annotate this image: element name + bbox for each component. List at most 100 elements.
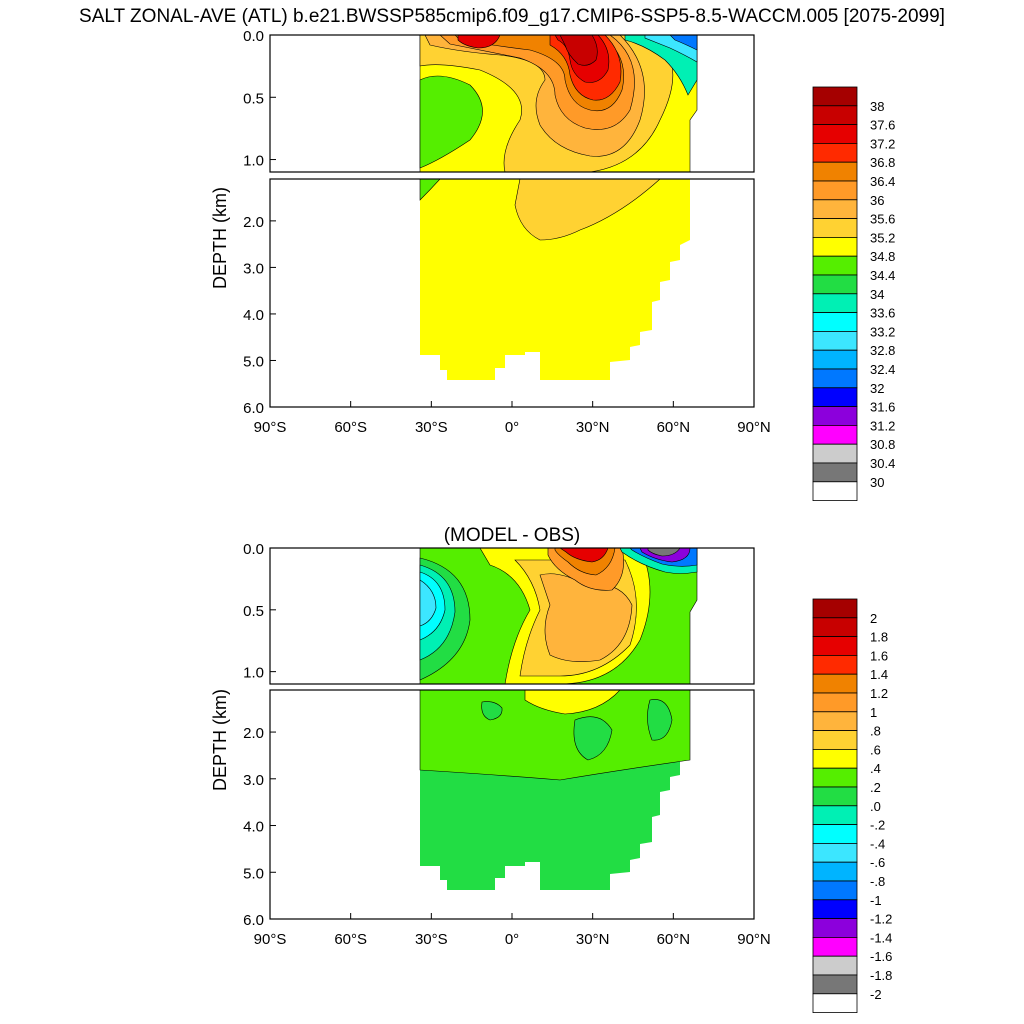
- salt-colorbar: 38 37.6 37.2 36.8 36.4 36 35.6 35.2 34.8 34.4 34 33…: [812, 86, 895, 501]
- x-tick-label: 90°S: [254, 419, 287, 436]
- colorbar-swatch: [812, 481, 858, 501]
- colorbar-label: 35.6: [870, 212, 895, 227]
- diff-upper-frame: [269, 547, 755, 685]
- colorbar-swatch: [812, 236, 858, 257]
- diff-colorbar: 21.81.61.41.21.8.6.4.2.0-.2-.4-.6-.8-1-1…: [812, 598, 892, 1013]
- y-tick-label: 5.0: [243, 865, 264, 882]
- diff-x-ticks: 90°S 60°S 30°S 0° 30°N 60°N 90°N: [254, 913, 771, 948]
- colorbar-swatch: [812, 937, 858, 957]
- diff-lower-field: [419, 690, 691, 890]
- y-tick-label: 4.0: [243, 819, 264, 836]
- x-tick-label: 30°S: [415, 931, 448, 948]
- colorbar-label: 36: [870, 193, 884, 208]
- x-tick-label: 60°S: [334, 419, 367, 436]
- diff-y-ticks: 0.0 0.5 1.0 2.0 3.0 4.0 5.0 6.0: [243, 541, 276, 929]
- colorbar-label: -1.8: [870, 968, 892, 983]
- y-tick-label: 6.0: [243, 912, 264, 929]
- panel-model-obs: 0.0 0.5 1.0 2.0 3.0 4.0 5.0 6.0 90°S 60°S 30°S 0° 3…: [210, 525, 771, 948]
- colorbar-label: 1.4: [870, 667, 888, 682]
- colorbar-label: 1: [870, 705, 877, 720]
- colorbar-label: .8: [870, 724, 881, 739]
- colorbar-label: 34.8: [870, 249, 895, 264]
- salt-x-ticks: 90°S 60°S 30°S 0° 30°N 60°N 90°N: [254, 401, 771, 436]
- colorbar-label: 2: [870, 611, 877, 626]
- colorbar-swatch: [812, 786, 858, 807]
- colorbar-swatch: [812, 199, 858, 220]
- diff-ylabel: DEPTH (km): [210, 689, 230, 791]
- colorbar-swatch: [812, 443, 858, 464]
- y-tick-label: 5.0: [243, 353, 264, 370]
- y-tick-label: 3.0: [243, 772, 264, 789]
- colorbar-label: 33.2: [870, 324, 895, 339]
- salt-y-ticks: 0.0 0.5 1.0 2.0 3.0 4.0 5.0 6.0: [243, 28, 276, 417]
- colorbar-swatch: [812, 899, 858, 919]
- colorbar-swatch: [812, 880, 858, 901]
- colorbar-swatch: [812, 843, 858, 863]
- y-tick-label: 0.5: [243, 603, 264, 620]
- colorbar-swatch: [812, 617, 858, 637]
- colorbar-label: 37.6: [870, 118, 895, 133]
- colorbar-label: 31.6: [870, 400, 895, 415]
- colorbar-label: 31.2: [870, 418, 895, 433]
- colorbar-label: 32.4: [870, 362, 895, 377]
- colorbar-label: 30.8: [870, 437, 895, 452]
- colorbar-label: -1.2: [870, 912, 892, 927]
- colorbar-label: 30: [870, 475, 884, 490]
- colorbar-swatch: [812, 598, 858, 619]
- colorbar-swatch: [812, 255, 858, 276]
- colorbar-label: -.8: [870, 874, 885, 889]
- colorbar-label: 1.6: [870, 648, 888, 663]
- colorbar-label: 1.2: [870, 686, 888, 701]
- colorbar-swatch: [812, 330, 858, 351]
- colorbar-label: -.6: [870, 855, 885, 870]
- colorbar-swatch: [812, 293, 858, 313]
- colorbar-swatch: [812, 749, 858, 769]
- salt-upper-frame: [269, 34, 755, 173]
- colorbar-swatch: [812, 918, 858, 938]
- colorbar-swatch: [812, 692, 858, 713]
- colorbar-swatch: [812, 105, 858, 126]
- salt-upper-field: [419, 35, 698, 172]
- colorbar-swatch: [812, 124, 858, 144]
- colorbar-swatch: [812, 406, 858, 426]
- colorbar-swatch: [812, 767, 858, 788]
- x-tick-label: 0°: [505, 419, 519, 436]
- x-tick-label: 30°N: [576, 419, 610, 436]
- colorbar-swatch: [812, 711, 858, 731]
- colorbar-swatch: [812, 462, 858, 483]
- y-tick-label: 2.0: [243, 214, 264, 231]
- colorbar-label: .6: [870, 742, 881, 757]
- y-tick-label: 3.0: [243, 260, 264, 277]
- colorbar-label: 35.2: [870, 230, 895, 245]
- colorbar-swatch: [812, 955, 858, 976]
- colorbar-label: 32: [870, 381, 884, 396]
- colorbar-label: -1: [870, 893, 882, 908]
- colorbar-label: -1.4: [870, 930, 892, 945]
- x-tick-label: 30°N: [576, 931, 610, 948]
- x-tick-label: 60°N: [657, 419, 691, 436]
- colorbar-label: 33.6: [870, 306, 895, 321]
- colorbar-label: 1.8: [870, 630, 888, 645]
- colorbar-swatch: [812, 142, 858, 163]
- colorbar-swatch: [812, 730, 858, 750]
- y-tick-label: 2.0: [243, 725, 264, 742]
- x-tick-label: 90°N: [737, 931, 771, 948]
- y-tick-label: 0.0: [243, 28, 264, 45]
- y-tick-label: 4.0: [243, 307, 264, 324]
- colorbar-label: 32.8: [870, 343, 895, 358]
- y-tick-label: 0.5: [243, 90, 264, 107]
- colorbar-label: .4: [870, 761, 881, 776]
- colorbar-label: -.2: [870, 818, 885, 833]
- x-tick-label: 90°N: [737, 419, 771, 436]
- y-tick-label: 1.0: [243, 153, 264, 170]
- salt-ylabel: DEPTH (km): [210, 187, 230, 289]
- colorbar-label: .2: [870, 780, 881, 795]
- panel-salt: 0.0 0.5 1.0 2.0 3.0 4.0 5.0 6.0 90°S 60°S 30°S 0° 3…: [210, 28, 771, 436]
- salt-lower-field: [419, 179, 690, 380]
- x-tick-label: 30°S: [415, 419, 448, 436]
- colorbar-swatch: [812, 655, 858, 675]
- colorbar-label: 37.2: [870, 136, 895, 151]
- colorbar-swatch: [812, 805, 858, 825]
- colorbar-label: -1.6: [870, 949, 892, 964]
